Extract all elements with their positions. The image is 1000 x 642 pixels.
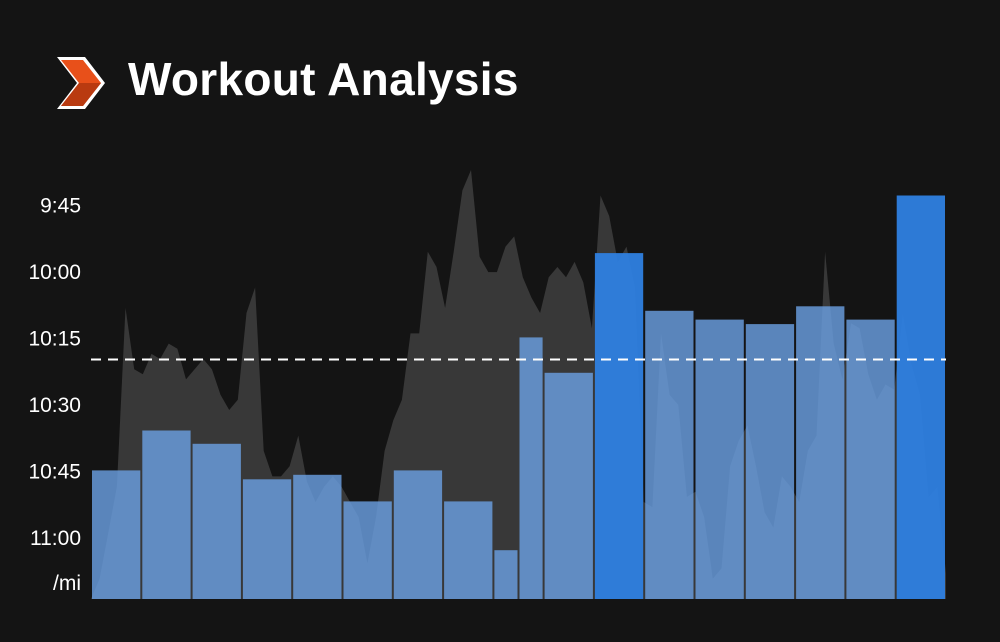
pace-bar (192, 443, 241, 599)
pace-bar (142, 430, 191, 599)
pace-bar (645, 310, 694, 599)
pace-bar (293, 474, 342, 599)
header: Workout Analysis (0, 0, 1000, 160)
pace-bar (695, 319, 744, 599)
pace-bar (544, 372, 593, 599)
chevron-logo-icon (57, 57, 105, 109)
pace-bar (745, 324, 795, 599)
y-tick-label: 10:30 (28, 394, 81, 417)
pace-bar (494, 550, 518, 599)
y-tick-label: 10:15 (28, 327, 81, 350)
y-axis: 9:45 10:00 10:15 10:30 10:45 11:00/mi (28, 194, 81, 595)
pace-bar (92, 470, 141, 599)
pace-bar (896, 195, 945, 599)
pace-bars (92, 195, 945, 599)
y-unit-label: /mi (53, 572, 81, 595)
y-tick-label: 10:45 (28, 460, 81, 483)
pace-bar (796, 306, 845, 599)
pace-bar (444, 501, 493, 599)
pace-bar (343, 501, 392, 599)
pace-bar (242, 479, 292, 599)
pace-bar (519, 337, 543, 599)
y-tick-label: 9:45 (40, 194, 81, 217)
pace-bar (846, 319, 895, 599)
pace-bar (594, 253, 644, 599)
y-tick-label: 11:00 (30, 527, 81, 550)
y-tick-label: 10:00 (28, 261, 81, 284)
pace-bar (393, 470, 443, 599)
page-title: Workout Analysis (128, 53, 519, 105)
